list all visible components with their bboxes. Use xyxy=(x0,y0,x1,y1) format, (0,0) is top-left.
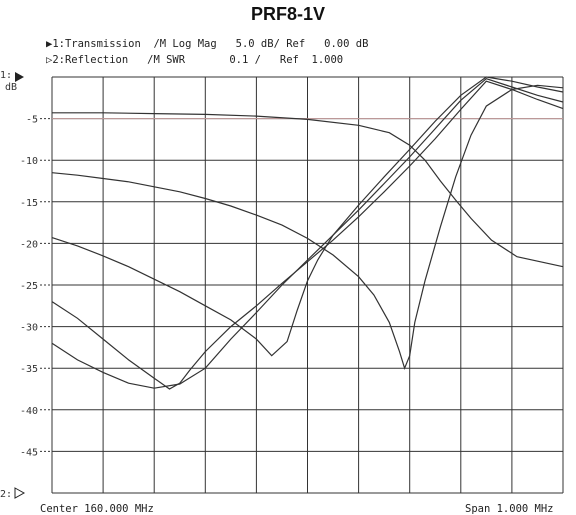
unit-label: dB xyxy=(5,82,17,93)
top-marker: 1: xyxy=(0,70,12,81)
chart-title: PRF8-1V xyxy=(250,4,326,24)
y-tick-label: -40 xyxy=(20,406,38,417)
center-frequency: Center 160.000 MHz xyxy=(40,503,154,515)
y-tick-label: -20 xyxy=(20,239,38,250)
y-tick-label: -15 xyxy=(20,198,38,209)
trace1-header: ▶1:Transmission /M Log Mag 5.0 dB/ Ref 0… xyxy=(46,38,369,50)
grid xyxy=(40,76,564,494)
y-tick-label: -10 xyxy=(20,156,38,167)
series-line-5 xyxy=(51,78,564,389)
y-tick-label: -35 xyxy=(20,364,38,375)
series-line-2 xyxy=(51,84,564,370)
bottom-marker: 2: xyxy=(0,489,12,500)
series-line-4 xyxy=(51,80,564,390)
series-line-3 xyxy=(51,76,564,357)
y-tick-label: -45 xyxy=(20,447,38,458)
y-tick-label: -5 xyxy=(26,115,38,126)
y-tick-labels: -5 -10 -15 -20 -25 -30 -35 -40 -45 xyxy=(20,115,38,459)
y-tick-label: -30 xyxy=(20,323,38,334)
series-line-1 xyxy=(52,112,564,268)
trace2-header: ▷2:Reflection /M SWR 0.1 / Ref 1.000 xyxy=(46,54,344,66)
ref-arrow-top-icon xyxy=(15,72,24,82)
ref-arrow-bottom-icon xyxy=(14,487,26,499)
span-frequency: Span 1.000 MHz xyxy=(465,503,554,515)
traces xyxy=(51,76,564,390)
y-tick-label: -25 xyxy=(20,281,38,292)
